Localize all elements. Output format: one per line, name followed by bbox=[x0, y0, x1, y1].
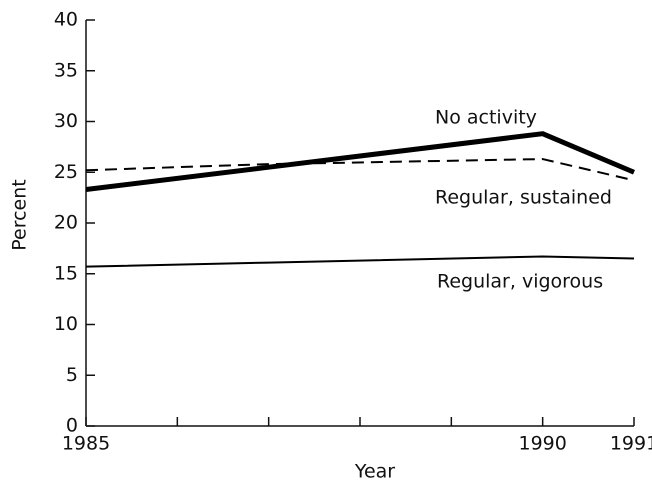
series-label: Regular, vigorous bbox=[437, 271, 603, 293]
series-line bbox=[85, 255, 635, 268]
series-line bbox=[85, 158, 635, 182]
y-tick-label: 20 bbox=[54, 212, 78, 234]
y-tick-label: 10 bbox=[54, 313, 78, 335]
y-tick-label: 30 bbox=[54, 110, 78, 132]
y-tick-label: 5 bbox=[66, 364, 78, 386]
series-label: Regular, sustained bbox=[435, 187, 612, 209]
y-tick-label: 15 bbox=[54, 262, 78, 284]
x-axis-label: Year bbox=[354, 461, 395, 483]
x-tick-label: 1985 bbox=[62, 433, 110, 455]
y-tick-label: 35 bbox=[54, 59, 78, 81]
y-tick-label: 25 bbox=[54, 161, 78, 183]
x-tick-label: 1990 bbox=[518, 433, 566, 455]
y-axis-label: Percent bbox=[9, 179, 31, 251]
series-line bbox=[85, 131, 635, 192]
y-tick-label: 0 bbox=[66, 415, 78, 437]
y-tick-label: 40 bbox=[54, 9, 78, 31]
x-tick-label: 1991 bbox=[610, 433, 652, 455]
series-label: No activity bbox=[435, 107, 537, 129]
